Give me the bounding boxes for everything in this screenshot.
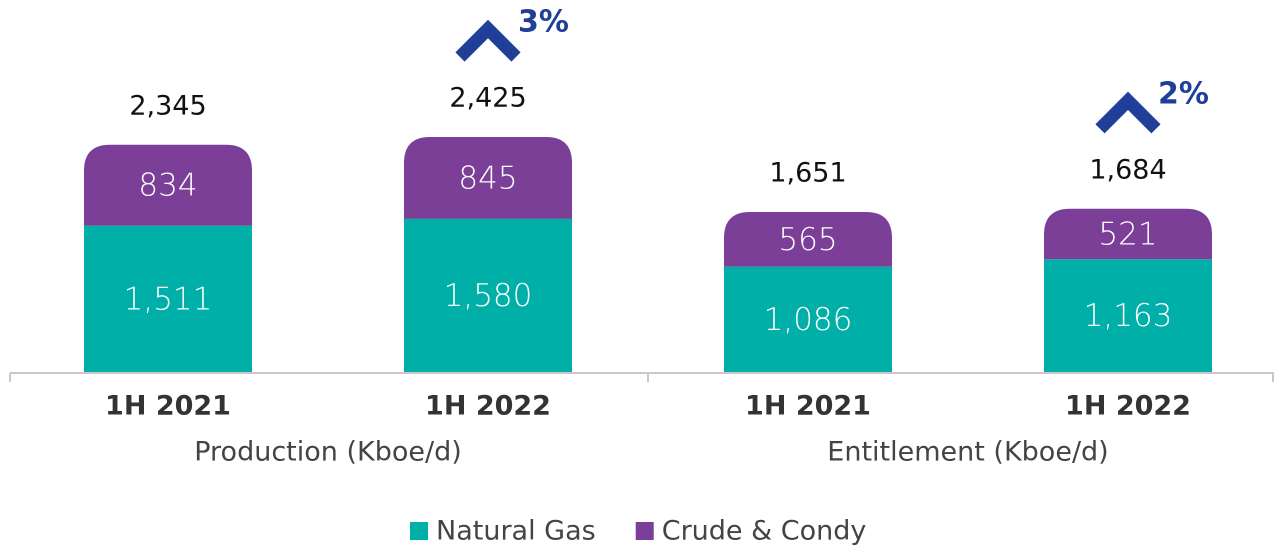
value-label: 1,163 (1084, 298, 1173, 334)
value-label: 834 (138, 168, 197, 204)
bar-segment (84, 225, 252, 372)
value-label: 521 (1098, 217, 1157, 253)
up-arrow (1095, 91, 1161, 134)
x-tick-label: 1H 2022 (1065, 391, 1191, 422)
bar-segment (84, 144, 252, 226)
change-label: 2% (1158, 76, 1209, 111)
legend-label: Crude & Condy (662, 516, 867, 547)
bar-segment (404, 137, 572, 219)
group-label: Entitlement (Kboe/d) (827, 437, 1108, 468)
bar-segment (724, 212, 892, 267)
bar-segment (1044, 208, 1212, 260)
bar-segment (1044, 259, 1212, 372)
value-label: 845 (458, 160, 517, 196)
value-label: 1,086 (764, 302, 853, 338)
change-label: 3% (518, 5, 569, 40)
bar-segment (724, 266, 892, 372)
group-label: Production (Kboe/d) (194, 437, 462, 468)
x-tick-label: 1H 2021 (745, 391, 871, 422)
total-label: 2,425 (449, 83, 526, 114)
legend-swatch (410, 522, 428, 540)
value-label: 1,511 (124, 281, 213, 317)
x-tick-label: 1H 2021 (105, 391, 231, 422)
value-label: 565 (778, 222, 837, 258)
up-arrow (455, 19, 521, 62)
legend-label: Natural Gas (436, 516, 596, 547)
legend-swatch (635, 522, 654, 540)
total-label: 1,651 (769, 158, 846, 189)
total-label: 1,684 (1089, 154, 1166, 185)
total-label: 2,345 (129, 90, 206, 121)
x-tick-label: 1H 2022 (425, 391, 551, 422)
value-label: 1,580 (444, 278, 533, 314)
bar-segment (404, 218, 572, 372)
